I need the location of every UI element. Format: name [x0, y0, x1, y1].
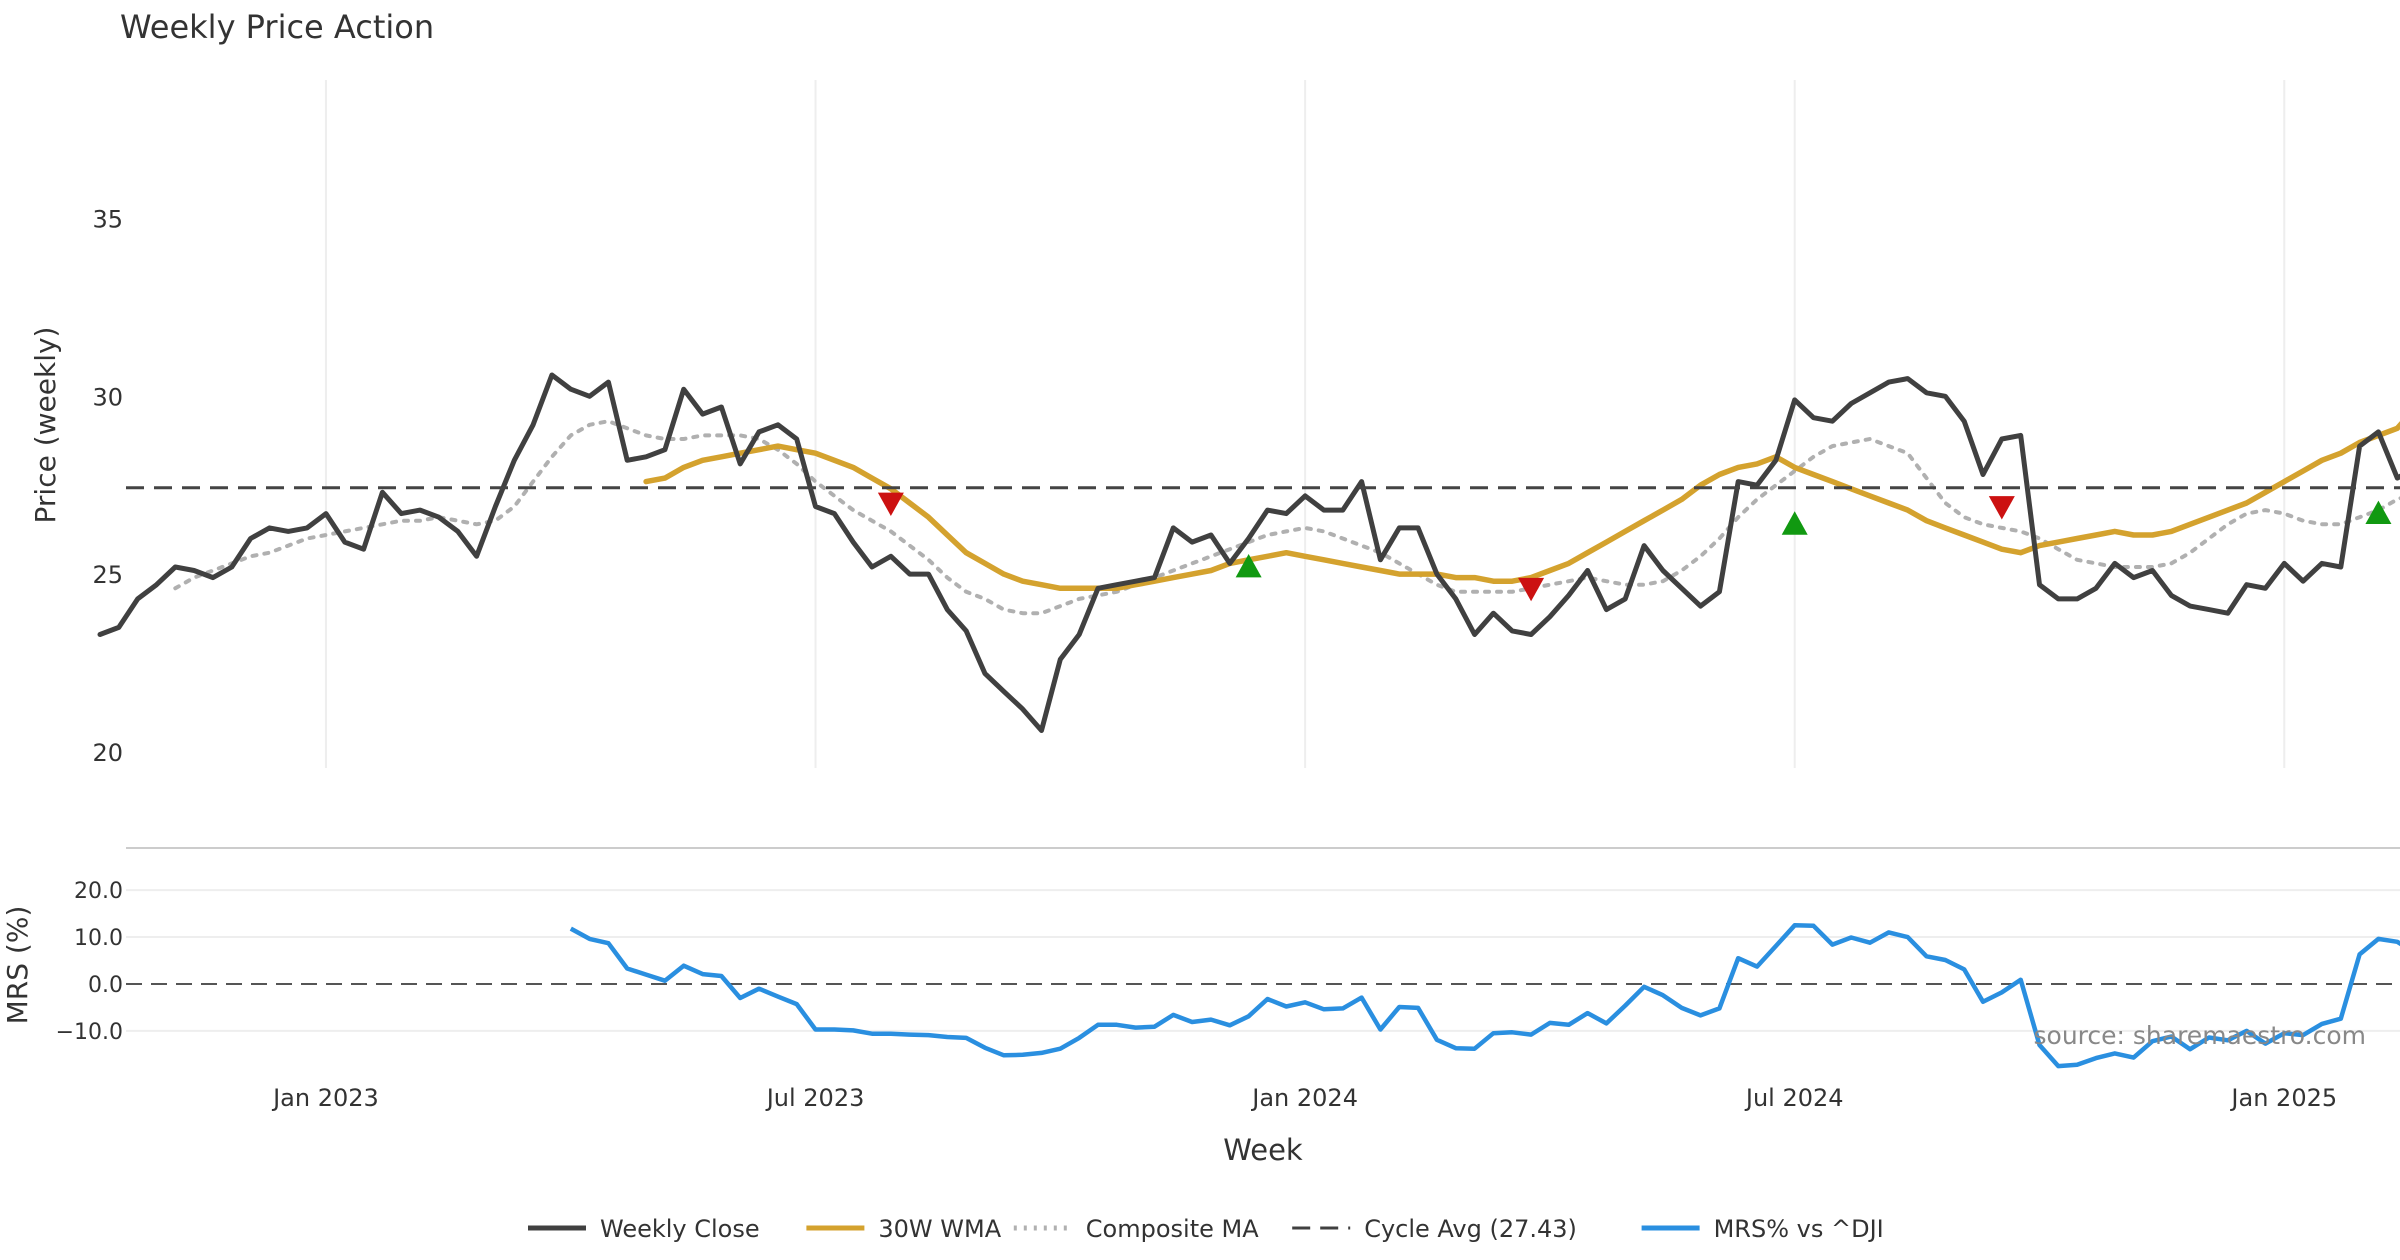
mrs-y-tick-label: −10.0	[56, 1020, 123, 1045]
legend-label: Cycle Avg (27.43)	[1364, 1215, 1577, 1243]
signal-markers	[877, 492, 2392, 602]
price-gridlines	[324, 80, 2286, 768]
chart-title: Weekly Price Action	[120, 8, 434, 46]
x-axis-label: Week	[1223, 1133, 1303, 1167]
mrs-y-tick-label: 0.0	[88, 973, 123, 998]
x-tick-label: Jul 2023	[765, 1084, 865, 1112]
mrs-y-ticks: −10.0 0.0 10.0 20.0	[56, 879, 123, 1045]
sell-signal-marker	[877, 492, 904, 516]
sell-signal-marker	[1988, 496, 2015, 520]
x-tick-label: Jan 2025	[2229, 1084, 2337, 1112]
price-y-ticks: 20 25 30 35	[92, 206, 123, 767]
legend-label: Composite MA	[1086, 1215, 1259, 1243]
legend-label: MRS% vs ^DJI	[1714, 1215, 1884, 1243]
legend-label: 30W WMA	[878, 1215, 1001, 1243]
mrs-y-tick-label: 20.0	[74, 879, 123, 904]
price-series-layer	[97, 372, 2400, 733]
mrs-gridlines	[126, 889, 2400, 1032]
price-y-tick-label: 25	[92, 561, 123, 589]
x-tick-label: Jan 2023	[271, 1084, 379, 1112]
legend: Weekly Close 30W WMA Composite MA Cycle Avg…	[528, 1215, 1884, 1243]
price-y-tick-label: 35	[92, 206, 123, 234]
sell-signal-marker	[1518, 577, 1545, 602]
buy-signal-marker	[2365, 500, 2392, 525]
x-tick-label: Jul 2024	[1744, 1084, 1844, 1112]
weekly-close-line	[97, 372, 2400, 733]
buy-signal-marker	[1781, 511, 1808, 535]
mrs-y-tick-label: 10.0	[74, 926, 123, 951]
buy-signal-marker	[1235, 553, 1262, 578]
mrs-y-axis-label: MRS (%)	[1, 906, 34, 1025]
mrs-series-layer	[569, 923, 2400, 1069]
x-tick-label: Jan 2024	[1250, 1084, 1358, 1112]
mrs-line	[569, 923, 2400, 1069]
price-y-axis-label: Price (weekly)	[29, 327, 62, 524]
price-y-tick-label: 20	[92, 739, 123, 767]
price-y-tick-label: 30	[92, 383, 123, 411]
x-axis-ticks: Jan 2023 Jul 2023 Jan 2024 Jul 2024 Jan 2025…	[271, 1084, 2337, 1112]
source-label: source: sharemaestro.com	[2034, 1021, 2367, 1050]
wma-30w-line	[643, 421, 2400, 592]
legend-label: Weekly Close	[600, 1215, 760, 1243]
